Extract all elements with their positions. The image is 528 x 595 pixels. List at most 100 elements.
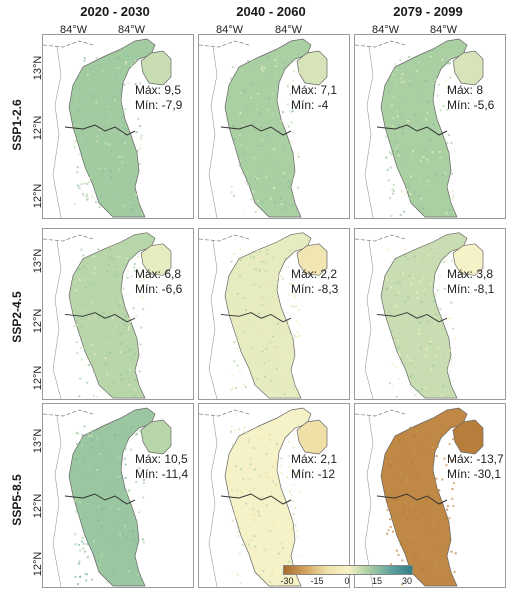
raster-cell [415,289,418,292]
raster-cell [243,383,246,386]
raster-cell [128,317,131,320]
raster-cell [78,268,81,270]
raster-cell [269,477,271,480]
raster-cell [123,264,126,267]
raster-cell [238,164,241,167]
raster-cell [398,150,401,153]
raster-cell [110,149,113,152]
raster-cell [231,374,234,377]
raster-cell [403,80,406,83]
raster-cell [453,570,456,573]
raster-cell [101,564,104,567]
raster-cell [99,390,102,393]
raster-cell [122,114,124,117]
raster-cell [280,542,283,545]
raster-cell [444,170,447,173]
raster-cell [413,448,416,451]
raster-cell [280,120,283,123]
raster-cell [269,433,271,436]
stat-max: Máx: 6,8 [135,267,182,281]
raster-cell [264,261,267,264]
raster-cell [106,487,109,490]
raster-cell [406,270,409,273]
raster-cell [434,436,437,439]
map-panel: Máx: 2,2 Mín: -8,3 [198,228,350,400]
raster-cell [418,206,421,209]
raster-cell [434,499,437,502]
map-svg [199,38,328,218]
raster-cell [287,455,290,457]
raster-cell [291,304,294,307]
raster-cell [454,104,457,106]
raster-cell [113,94,115,97]
raster-cell [281,63,284,66]
raster-cell [253,447,256,450]
raster-cell [127,156,130,158]
raster-cell [140,213,143,215]
raster-cell [94,293,97,295]
raster-cell [287,125,290,128]
admin-boundary [364,240,374,399]
raster-cell [256,378,259,381]
raster-cell [253,156,256,159]
raster-cell [131,256,134,259]
raster-cell [422,471,425,474]
map-svg [199,232,328,399]
raster-cell [133,204,136,207]
raster-cell [254,545,257,548]
raster-cell [435,477,438,480]
raster-cell [114,73,117,76]
raster-cell [118,301,121,304]
raster-cell [451,379,454,382]
raster-cell [294,524,297,527]
raster-cell [286,83,289,86]
raster-cell [101,117,104,120]
raster-cell [416,296,419,299]
raster-cell [420,197,423,200]
raster-cell [135,102,138,105]
river-line [376,124,448,136]
raster-cell [395,147,398,150]
raster-cell [128,384,131,386]
raster-cell [241,172,244,175]
raster-cell [128,326,130,329]
raster-cell [280,270,283,273]
raster-cell [242,91,245,94]
raster-cell [420,549,423,552]
map-panel: Máx: 2,1 Mín: -12 [198,403,350,588]
raster-cell [438,571,441,574]
raster-cell [82,193,84,196]
raster-cell [440,394,443,397]
raster-cell [137,255,140,258]
raster-cell [229,96,232,99]
raster-cell [118,429,121,432]
raster-cell [239,262,241,265]
raster-cell [112,571,115,574]
raster-cell [269,71,271,74]
raster-cell [124,463,127,466]
raster-cell [282,111,284,114]
raster-cell [292,284,295,287]
raster-cell [230,77,233,80]
raster-cell [426,158,429,161]
raster-cell [78,560,81,563]
raster-cell [387,179,390,182]
raster-cell [120,291,123,294]
raster-cell [291,204,294,207]
raster-cell [242,330,245,333]
raster-cell [137,266,140,269]
raster-cell [290,195,293,197]
raster-cell [287,324,290,327]
raster-cell [96,519,99,522]
raster-cell [428,68,431,71]
raster-cell [386,168,389,171]
raster-cell [231,489,233,491]
raster-cell [399,543,402,546]
raster-cell [76,171,79,174]
raster-cell [101,70,104,73]
raster-cell [268,188,271,191]
raster-cell [93,371,96,373]
panel-stats: Máx: -13,7 Mín: -30,1 [447,452,504,482]
raster-cell [433,501,436,504]
raster-cell [74,533,77,536]
